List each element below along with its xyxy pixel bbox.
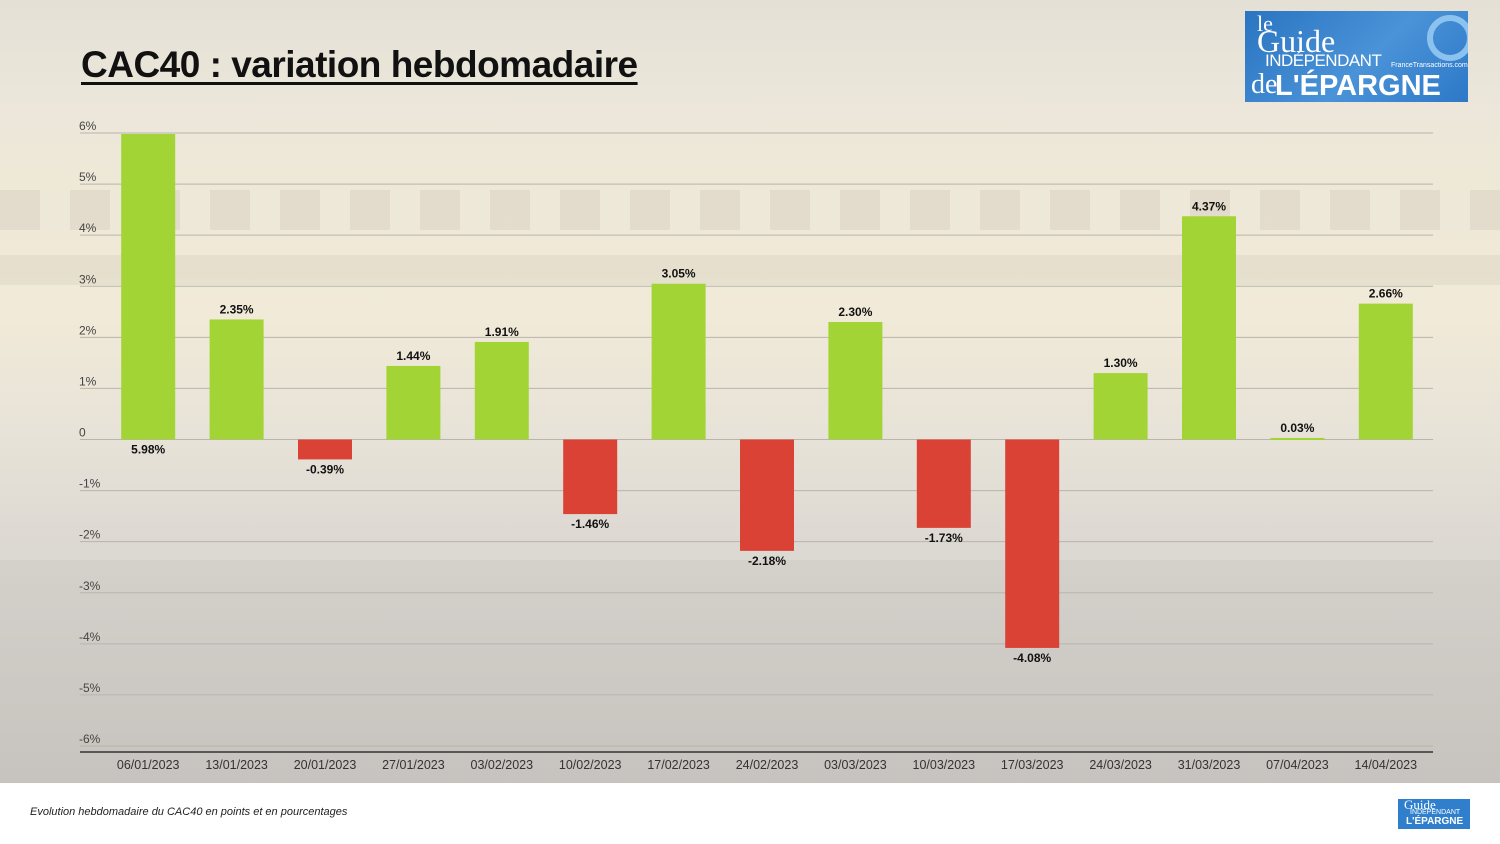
y-tick-label: -5%: [79, 681, 101, 695]
data-label: 2.30%: [838, 305, 872, 319]
y-tick-label: -6%: [79, 732, 101, 746]
y-tick-label: 2%: [79, 323, 97, 337]
bars: [121, 134, 1413, 648]
logo-text-de: de: [1251, 69, 1278, 100]
bar: [740, 439, 794, 551]
bar: [828, 322, 883, 440]
x-tick-label: 07/04/2023: [1266, 758, 1329, 772]
data-label: -1.73%: [925, 531, 963, 545]
bar-chart: 6% 5% 4% 3% 2% 1% 0 -1% -2% -3% -4% -5% -6% 5.98% 2.3…: [79, 119, 1433, 772]
footer-logo-independant: INDÉPENDANT: [1410, 809, 1461, 816]
x-tick-label: 03/02/2023: [471, 758, 534, 772]
x-tick-label: 10/03/2023: [913, 758, 976, 772]
footer-logo-guide: Guide: [1404, 799, 1436, 812]
x-tick-label: 27/01/2023: [382, 758, 445, 772]
bar: [209, 319, 264, 440]
bar: [916, 439, 971, 528]
y-tick-label: 0: [79, 426, 86, 440]
site-logo[interactable]: le Guide INDÉPENDANT FranceTransactions.…: [1245, 11, 1468, 102]
chart-title: CAC40 : variation hebdomadaire: [81, 44, 638, 85]
data-label: 1.91%: [485, 325, 519, 339]
y-tick-label: 1%: [79, 374, 97, 388]
x-tick-label: 10/02/2023: [559, 758, 622, 772]
y-axis-ticks: 6% 5% 4% 3% 2% 1% 0 -1% -2% -3% -4% -5% -6%: [79, 119, 101, 746]
data-label: 2.66%: [1369, 287, 1403, 301]
bar: [386, 365, 441, 440]
x-tick-label: 03/03/2023: [824, 758, 887, 772]
x-tick-label: 31/03/2023: [1178, 758, 1241, 772]
bar: [1005, 439, 1060, 648]
x-tick-label: 13/01/2023: [205, 758, 268, 772]
data-label: 0.03%: [1280, 421, 1314, 435]
bar: [563, 439, 618, 515]
bar: [651, 283, 706, 440]
logo-text-le: le: [1257, 11, 1273, 36]
y-tick-label: -2%: [79, 528, 101, 542]
bar: [1270, 437, 1325, 440]
y-tick-label: 4%: [79, 221, 97, 235]
y-tick-label: 6%: [79, 119, 97, 133]
data-label: -2.18%: [748, 554, 786, 568]
bar: [121, 134, 176, 440]
data-label: 1.44%: [396, 349, 430, 363]
y-tick-label: 5%: [79, 170, 97, 184]
x-tick-label: 17/02/2023: [647, 758, 710, 772]
bar: [298, 439, 352, 460]
logo-text-independant: INDÉPENDANT: [1265, 51, 1382, 70]
logo-ring-icon: [1427, 15, 1468, 61]
bar: [1093, 373, 1148, 440]
bar: [1182, 216, 1236, 440]
y-tick-label: -4%: [79, 630, 101, 644]
x-tick-label: 06/01/2023: [117, 758, 180, 772]
footer-logo[interactable]: Guide INDÉPENDANT L'ÉPARGNE: [1398, 799, 1470, 829]
data-label: 5.98%: [131, 443, 165, 457]
bar: [1358, 303, 1413, 440]
x-tick-label: 24/03/2023: [1089, 758, 1152, 772]
x-tick-label: 14/04/2023: [1355, 758, 1418, 772]
data-label: -1.46%: [571, 517, 609, 531]
x-tick-label: 17/03/2023: [1001, 758, 1064, 772]
x-tick-label: 20/01/2023: [294, 758, 357, 772]
logo-text-guide: Guide: [1257, 23, 1336, 59]
y-tick-label: 3%: [79, 272, 97, 286]
chart-caption: Evolution hebdomadaire du CAC40 en point…: [30, 806, 348, 818]
bar: [474, 341, 529, 440]
x-axis-ticks: 06/01/2023 13/01/2023 20/01/2023 27/01/2023…: [117, 758, 1417, 772]
data-label: 3.05%: [662, 267, 696, 281]
x-tick-label: 24/02/2023: [736, 758, 799, 772]
y-tick-label: -3%: [79, 579, 101, 593]
data-label: -0.39%: [306, 462, 344, 476]
data-label: -4.08%: [1013, 651, 1051, 665]
data-labels: 5.98% 2.35% -0.39% 1.44% 1.91% -1.46% 3.05% -2.…: [131, 199, 1403, 665]
logo-subtitle: FranceTransactions.com: [1391, 62, 1468, 69]
data-label: 2.35%: [220, 302, 254, 316]
y-tick-label: -1%: [79, 477, 101, 491]
data-label: 1.30%: [1104, 356, 1138, 370]
footer-logo-epargne: L'ÉPARGNE: [1406, 816, 1464, 827]
data-label: 4.37%: [1192, 199, 1226, 213]
logo-text-epargne: L'ÉPARGNE: [1275, 70, 1441, 102]
